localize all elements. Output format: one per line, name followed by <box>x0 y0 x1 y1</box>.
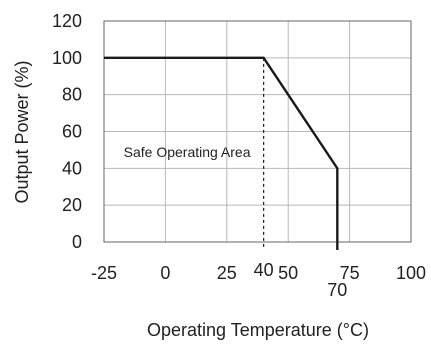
annotation-text: Safe Operating Area <box>124 144 251 160</box>
grid-layer <box>104 21 411 242</box>
x-tick-label: 75 <box>340 263 360 283</box>
series-line <box>104 56 339 250</box>
x-tick-label: 25 <box>217 263 237 283</box>
x-tick-label-extra: 70 <box>327 280 347 300</box>
x-tick-label-extra: 40 <box>254 260 274 280</box>
y-tick-label: 0 <box>72 232 82 252</box>
x-tick-label: -25 <box>91 263 117 283</box>
y-tick-label: 80 <box>62 85 82 105</box>
y-tick-label: 60 <box>62 122 82 142</box>
annotation-layer: Safe Operating Area <box>124 144 251 160</box>
plot-frame <box>103 20 412 243</box>
y-tick-label: 20 <box>62 195 82 215</box>
series-layer <box>104 56 339 250</box>
x-tick-label: 100 <box>396 263 426 283</box>
frame-layer <box>103 20 412 243</box>
x-tick-label: 0 <box>160 263 170 283</box>
y-axis-label: Output Power (%) <box>12 60 32 203</box>
x-tick-label: 50 <box>278 263 298 283</box>
y-tick-label: 40 <box>62 158 82 178</box>
y-tick-label: 100 <box>52 48 82 68</box>
y-tick-label: 120 <box>52 11 82 31</box>
tick-layer: 0 20 40 60 80 100 120 -25 0 25 50 75 100 40 70 <box>52 11 426 300</box>
x-axis-label: Operating Temperature (°C) <box>147 320 369 340</box>
